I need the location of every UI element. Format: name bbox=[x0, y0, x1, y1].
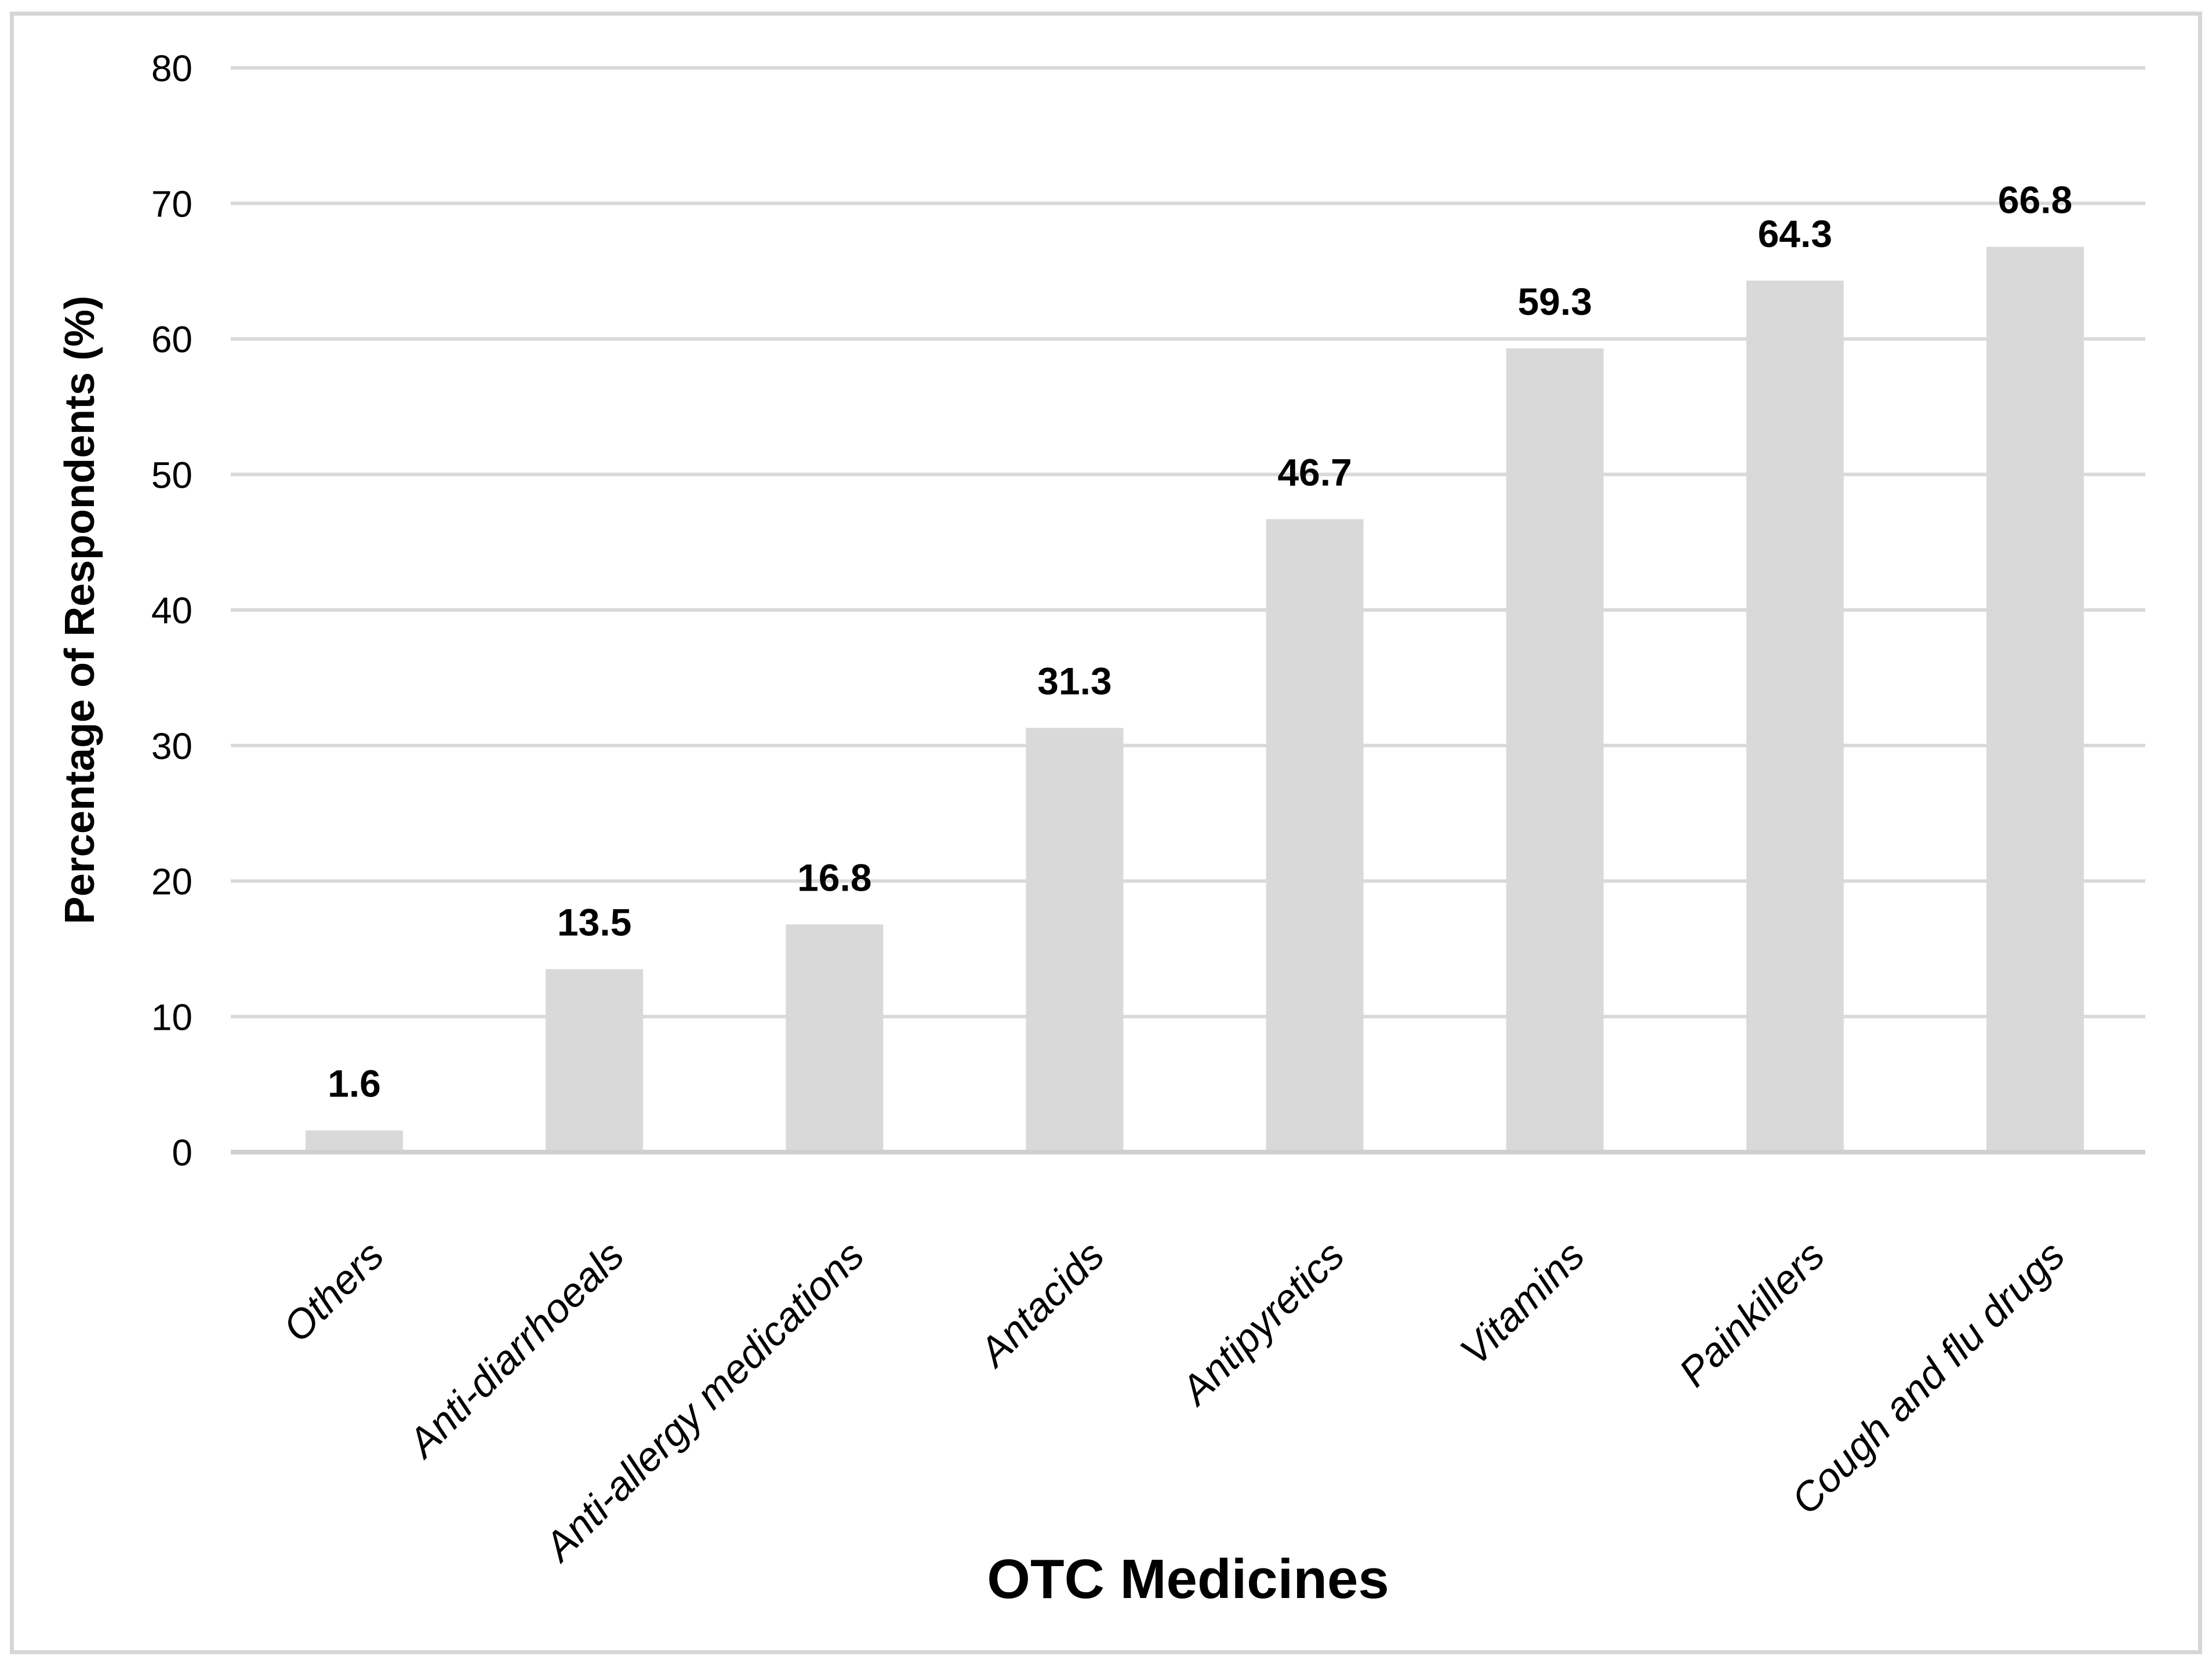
y-tick-label-50: 50 bbox=[151, 454, 192, 496]
bar-value-label-anti-diarrhoeals: 13.5 bbox=[557, 900, 631, 943]
bar-anti-allergy-medications bbox=[786, 924, 884, 1152]
y-tick-label-40: 40 bbox=[151, 590, 192, 631]
y-tick-label-30: 30 bbox=[151, 725, 192, 767]
bar-vitamins bbox=[1506, 348, 1604, 1152]
bar-value-label-vitamins: 59.3 bbox=[1517, 280, 1592, 323]
bar-painkillers bbox=[1746, 280, 1844, 1152]
bar-value-label-antacids: 31.3 bbox=[1037, 659, 1112, 702]
bar-value-label-antipyretics: 46.7 bbox=[1277, 451, 1352, 493]
y-tick-label-10: 10 bbox=[151, 996, 192, 1038]
y-tick-label-0: 0 bbox=[172, 1132, 192, 1174]
y-tick-label-70: 70 bbox=[151, 183, 192, 225]
bar-value-label-anti-allergy-medications: 16.8 bbox=[797, 856, 871, 899]
bar-value-label-cough-and-flu-drugs: 66.8 bbox=[1998, 179, 2072, 221]
y-tick-label-20: 20 bbox=[151, 861, 192, 903]
bar-antacids bbox=[1026, 728, 1124, 1152]
bar-anti-diarrhoeals bbox=[546, 969, 644, 1152]
y-tick-label-60: 60 bbox=[151, 319, 192, 361]
bar-value-label-painkillers: 64.3 bbox=[1758, 212, 1832, 255]
bar-others bbox=[306, 1130, 403, 1152]
x-axis-title: OTC Medicines bbox=[987, 1548, 1389, 1610]
y-tick-label-80: 80 bbox=[151, 48, 192, 89]
bar-value-label-others: 1.6 bbox=[328, 1062, 381, 1105]
bar-cough-and-flu-drugs bbox=[1986, 246, 2084, 1152]
y-axis-title: Percentage of Respondents (%) bbox=[57, 296, 103, 924]
bar-antipyretics bbox=[1266, 519, 1364, 1153]
